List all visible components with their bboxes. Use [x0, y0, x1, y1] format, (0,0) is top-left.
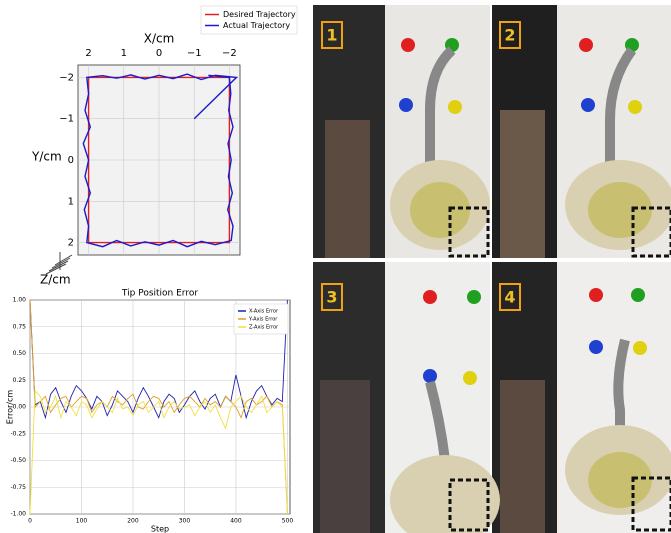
photos: [313, 5, 671, 533]
y-tick-label: −1: [59, 114, 74, 125]
y-tick-label: 0: [68, 155, 74, 166]
y-tick-label: 1.00: [13, 297, 27, 304]
z-axis-label: Z/cm: [40, 273, 71, 287]
x-tick-label: 500: [282, 518, 294, 525]
legend-label: X-Axis Error: [249, 309, 279, 315]
y-axis-label: Error/cm: [6, 390, 15, 425]
x-tick-label: 400: [230, 518, 242, 525]
x-tick-label: 2: [85, 48, 91, 59]
x-tick-label: −2: [222, 48, 237, 59]
panel-label: 1: [326, 26, 337, 45]
x-axis-label: X/cm: [144, 32, 175, 46]
x-tick-label: 0: [28, 518, 32, 525]
x-tick-label: 100: [76, 518, 88, 525]
chart-title: Tip Position Error: [121, 289, 198, 299]
y-tick-label: -0.25: [10, 430, 26, 437]
legend-label: Actual Trajectory: [223, 21, 290, 30]
x-axis-label: Step: [151, 525, 169, 533]
y-tick-label: 2: [68, 238, 74, 249]
legend-label: Y-Axis Error: [248, 317, 278, 323]
x-tick-label: −1: [187, 48, 202, 59]
legend-label: Z-Axis Error: [249, 325, 279, 331]
series-line: [82, 73, 239, 248]
panel-label: 4: [504, 288, 515, 307]
y-tick-label: 0.25: [13, 377, 27, 384]
x-tick-label: 1: [121, 48, 127, 59]
panel-label: 2: [504, 26, 515, 45]
series-line: [29, 299, 288, 515]
legend-label: Desired Trajectory: [223, 10, 296, 19]
y-tick-label: -0.75: [10, 484, 26, 491]
y-tick-label: -1.00: [10, 511, 26, 518]
x-tick-label: 200: [127, 518, 139, 525]
series-line: [29, 299, 288, 420]
x-tick-label: 0: [156, 48, 162, 59]
y-tick-label: −2: [59, 72, 74, 83]
series-line: [29, 389, 288, 515]
x-tick-label: 300: [179, 518, 191, 525]
y-tick-label: 0.75: [13, 323, 27, 330]
z-axis-ticks: [45, 252, 73, 275]
y-tick-label: 1: [68, 196, 74, 207]
y-axis-label: Y/cm: [31, 150, 62, 164]
y-tick-label: 0.00: [13, 404, 27, 411]
panel-label: 3: [326, 288, 337, 307]
y-tick-label: -0.50: [10, 457, 26, 464]
panel-labels: 1 2 3 4: [321, 21, 521, 311]
y-tick-label: 0.50: [13, 350, 27, 357]
legend-box: [200, 5, 298, 35]
